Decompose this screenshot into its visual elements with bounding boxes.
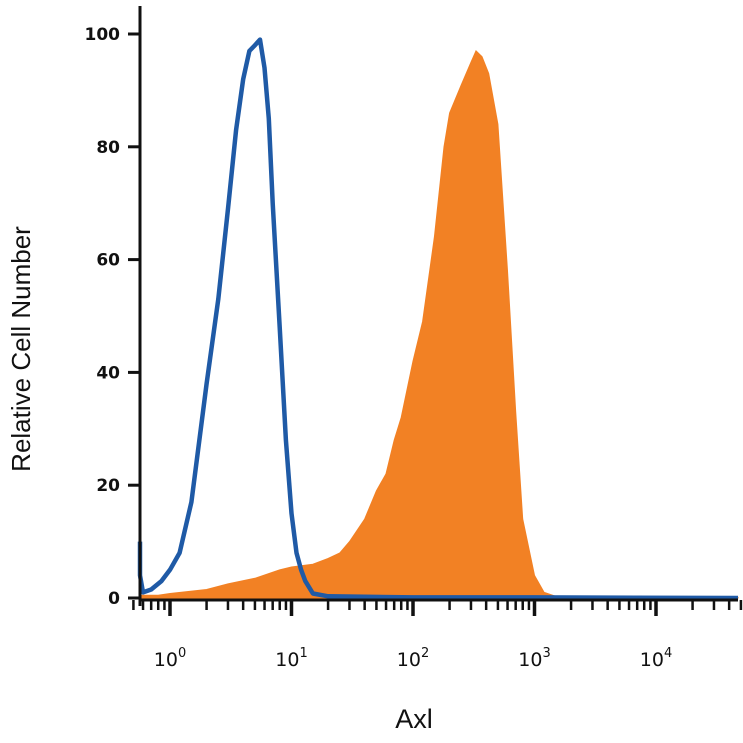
- y-tick-label: 100: [85, 25, 121, 45]
- y-axis-label: Relative Cell Number: [6, 226, 36, 472]
- series-layer: [137, 37, 739, 601]
- y-tick-label: 20: [96, 476, 120, 496]
- x-tick-label: 100: [154, 646, 186, 671]
- x-tick-label-base: 10: [154, 649, 178, 671]
- x-tick-label-exponent: 3: [542, 646, 550, 661]
- x-tick-label: 101: [275, 646, 307, 671]
- y-tick-label: 0: [108, 589, 120, 609]
- series-line-histogram: [137, 37, 739, 601]
- x-tick-label-exponent: 2: [421, 646, 429, 661]
- x-tick-label-exponent: 4: [664, 646, 672, 661]
- y-tick-label: 80: [96, 138, 120, 158]
- x-tick-label-exponent: 0: [178, 646, 186, 661]
- y-tick-label: 40: [96, 363, 120, 383]
- x-tick-label: 104: [640, 646, 672, 671]
- y-tick-label: 60: [96, 251, 120, 271]
- x-tick-label-base: 10: [640, 649, 664, 671]
- x-axis-label: Axl: [395, 704, 433, 734]
- series-filled-histogram: [139, 50, 739, 599]
- x-tick-label-base: 10: [397, 649, 421, 671]
- ticks-layer: 020406080100100101102103104105: [85, 25, 743, 671]
- x-tick-label-base: 10: [518, 649, 542, 671]
- x-tick-label: 103: [518, 646, 550, 671]
- x-tick-label-exponent: 1: [299, 646, 307, 661]
- x-tick-label: 102: [397, 646, 429, 671]
- x-tick-label-base: 10: [275, 649, 299, 671]
